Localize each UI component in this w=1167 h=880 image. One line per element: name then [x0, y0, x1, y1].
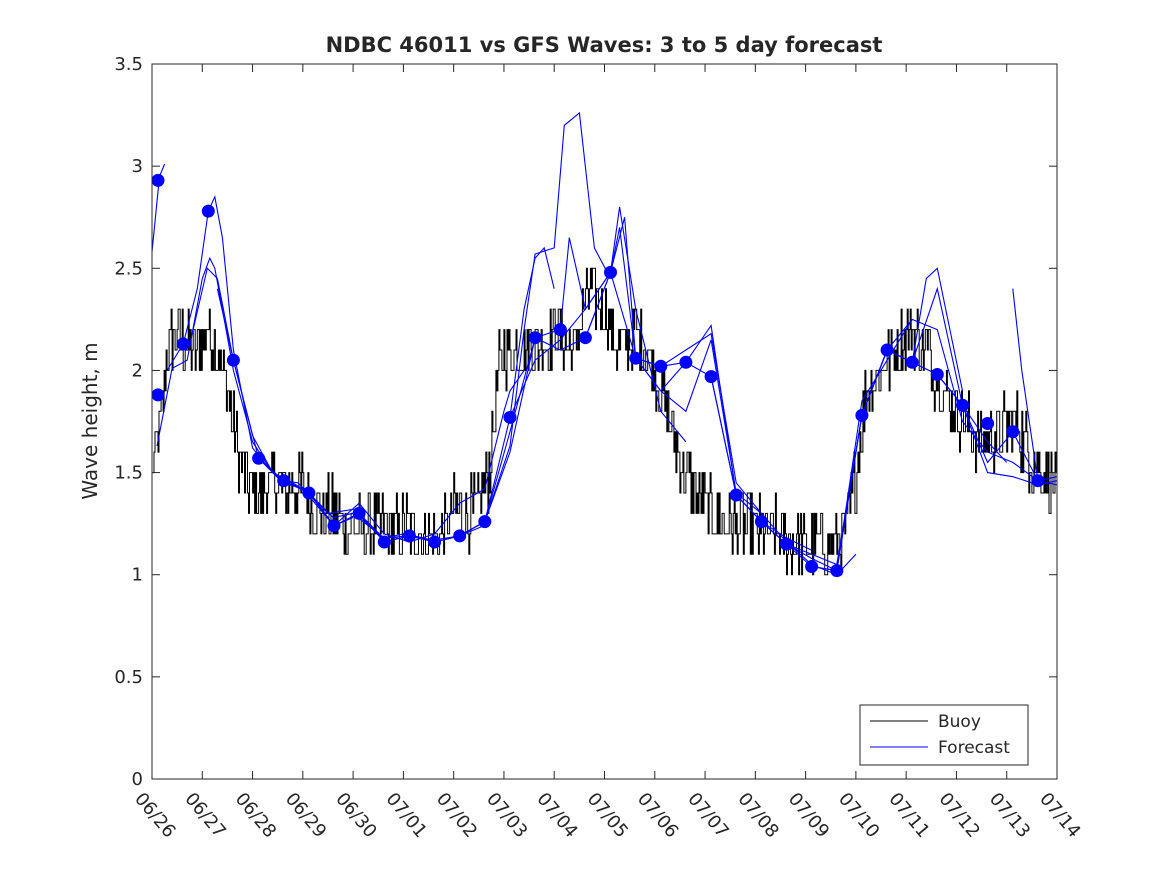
forecast-marker — [880, 343, 894, 357]
forecast-marker — [855, 408, 869, 422]
forecast-marker — [277, 474, 291, 488]
y-tick-label: 1 — [132, 565, 143, 586]
y-axis-ticks: 0 0.5 1 1.5 2 2.5 3 3.5 — [114, 54, 1057, 790]
forecast-marker — [151, 173, 165, 187]
y-axis-label: Wave height, m — [78, 342, 102, 499]
forecast-marker — [1006, 425, 1020, 439]
y-tick-label: 1.5 — [114, 463, 143, 484]
forecast-marker — [930, 368, 944, 381]
legend-label-buoy: Buoy — [938, 712, 981, 732]
forecast-marker — [654, 359, 668, 373]
forecast-marker — [780, 537, 793, 551]
legend: Buoy Forecast — [859, 704, 1029, 766]
y-tick-label: 2 — [132, 360, 143, 381]
forecast-marker — [352, 506, 366, 520]
forecast-marker — [528, 331, 542, 345]
forecast-marker — [176, 337, 190, 351]
forecast-marker — [830, 564, 844, 578]
forecast-marker — [553, 323, 567, 337]
forecast-marker — [578, 331, 592, 345]
forecast-marker — [604, 265, 617, 279]
forecast-marker — [252, 451, 266, 465]
forecast-series-line-16 — [811, 318, 1039, 572]
forecast-marker — [478, 515, 492, 529]
forecast-marker — [679, 355, 693, 369]
forecast-marker — [402, 529, 416, 543]
y-tick-label: 0 — [132, 769, 143, 790]
y-tick-label: 3 — [132, 156, 143, 177]
forecast-marker — [704, 370, 718, 384]
forecast-marker — [956, 398, 969, 412]
forecast-marker — [981, 417, 995, 430]
forecast-series-line-19 — [1012, 288, 1058, 486]
forecast-marker — [201, 204, 215, 218]
forecast-marker — [754, 515, 768, 529]
forecast-marker — [1031, 474, 1045, 488]
y-tick-label: 2.5 — [114, 258, 143, 279]
forecast-marker — [503, 410, 517, 424]
plot-area — [151, 63, 1058, 780]
buoy-series-line — [152, 267, 1058, 576]
forecast-marker — [151, 388, 165, 402]
forecast-marker — [729, 488, 743, 502]
y-tick-label: 3.5 — [114, 54, 143, 75]
forecast-marker — [428, 535, 442, 549]
forecast-series-line-3 — [166, 194, 385, 541]
forecast-marker — [377, 535, 391, 549]
legend-box — [859, 704, 1029, 766]
forecast-marker — [629, 351, 643, 365]
y-tick-label: 0.5 — [114, 667, 143, 688]
forecast-marker — [327, 519, 341, 533]
forecast-marker — [453, 529, 467, 543]
forecast-marker — [302, 486, 316, 500]
forecast-marker — [226, 353, 240, 367]
chart-title: NDBC 46011 vs GFS Waves: 3 to 5 day fore… — [326, 33, 883, 57]
legend-label-forecast: Forecast — [938, 738, 1010, 758]
forecast-marker — [905, 355, 919, 369]
forecast-marker — [805, 560, 819, 573]
